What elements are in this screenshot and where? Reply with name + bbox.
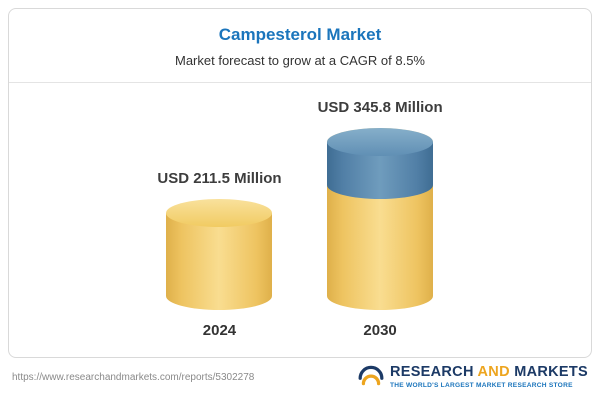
chart-plot-area: USD 211.5 Million 2024 USD 345.8 Million… <box>9 83 591 357</box>
page-footer: https://www.researchandmarkets.com/repor… <box>0 358 600 400</box>
bar-category-label-2030: 2030 <box>363 322 397 339</box>
research-and-markets-logo-icon <box>358 362 384 393</box>
logo-word-and: AND <box>477 363 510 380</box>
bar-column-2030: USD 345.8 Million 2030 <box>318 99 443 339</box>
logo-word-markets: MARKETS <box>514 363 588 380</box>
cylinder-2024 <box>166 199 273 310</box>
header-divider <box>9 82 591 83</box>
cylinder-blue-growth-segment <box>327 128 434 199</box>
logo-tagline: THE WORLD'S LARGEST MARKET RESEARCH STOR… <box>389 382 573 390</box>
report-url: https://www.researchandmarkets.com/repor… <box>12 371 255 383</box>
cylinder-top-ellipse-2024 <box>166 199 273 227</box>
research-and-markets-logo: RESEARCH AND MARKETS THE WORLD'S LARGEST… <box>358 362 588 393</box>
bar-value-label-2024: USD 211.5 Million <box>157 170 282 187</box>
logo-text-block: RESEARCH AND MARKETS THE WORLD'S LARGEST… <box>389 363 588 390</box>
chart-subtitle: Market forecast to grow at a CAGR of 8.5… <box>175 53 425 68</box>
chart-header: Campesterol Market Market forecast to gr… <box>9 9 591 83</box>
cylinder-body-2024 <box>166 213 273 310</box>
blue-segment-top-ellipse <box>327 128 434 156</box>
chart-title: Campesterol Market <box>218 25 382 44</box>
chart-card: Campesterol Market Market forecast to gr… <box>8 8 592 358</box>
logo-wordmark: RESEARCH AND MARKETS <box>389 363 588 380</box>
cylinder-2030 <box>327 128 434 310</box>
bar-value-label-2030: USD 345.8 Million <box>317 99 443 116</box>
logo-word-research: RESEARCH <box>389 363 474 380</box>
bar-category-label-2024: 2024 <box>202 322 237 339</box>
bar-column-2024: USD 211.5 Million 2024 <box>157 170 281 339</box>
